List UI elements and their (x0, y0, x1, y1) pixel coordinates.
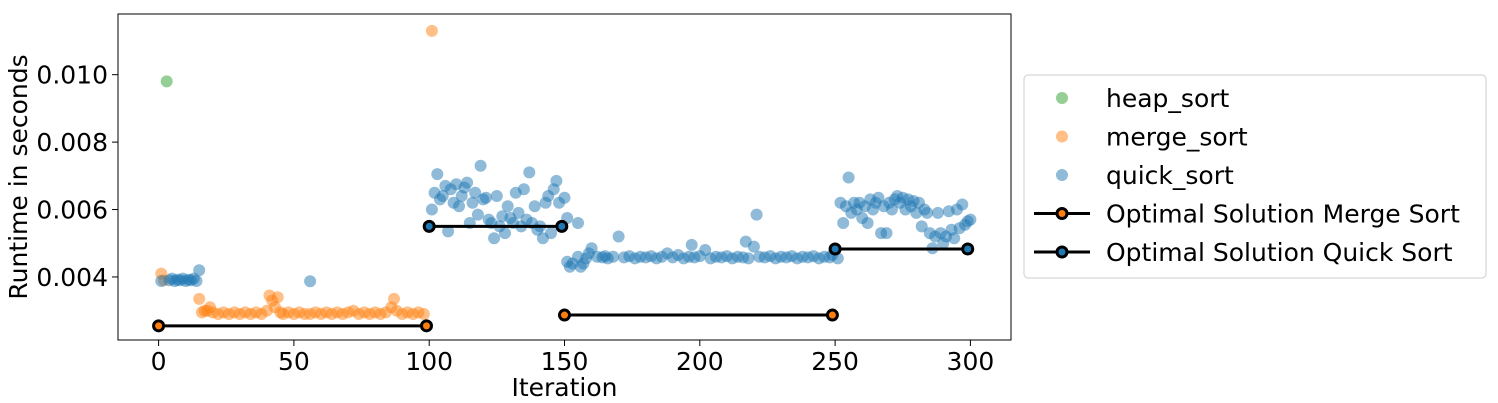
point-quick-sort (528, 200, 541, 213)
point-quick-sort (469, 186, 482, 199)
point-quick-sort (612, 230, 625, 243)
point-heap-sort (160, 75, 173, 88)
point-quick-sort (461, 176, 474, 189)
point-quick-sort (425, 203, 438, 216)
x-tick-label: 200 (676, 347, 724, 376)
point-merge-sort (425, 24, 438, 37)
point-quick-sort (490, 190, 503, 202)
point-quick-sort (747, 240, 760, 253)
legend-item-optimal-solution-merge-sort: Optimal Solution Merge Sort (1034, 200, 1460, 229)
x-axis-label: Iteration (511, 373, 617, 402)
legend-marker (1056, 92, 1068, 104)
point-quick-sort (523, 166, 536, 179)
x-tick-label: 150 (541, 347, 589, 376)
y-tick-label: 0.008 (36, 128, 108, 157)
optimal-marker-optimal-solution-merge-sort (419, 319, 433, 333)
point-quick-sort (471, 208, 484, 221)
legend-marker (1056, 169, 1068, 181)
y-tick-label: 0.006 (36, 196, 108, 225)
legend-label: Optimal Solution Merge Sort (1106, 200, 1460, 229)
point-quick-sort (499, 227, 511, 240)
y-tick-label: 0.004 (36, 263, 108, 292)
point-quick-sort (837, 217, 850, 229)
point-merge-sort (193, 292, 206, 305)
optimal-marker-optimal-solution-merge-sort (558, 308, 571, 322)
optimal-marker-optimal-solution-merge-sort (825, 308, 839, 322)
point-merge-sort (388, 292, 400, 305)
point-quick-sort (436, 190, 449, 202)
legend-label: merge_sort (1106, 123, 1248, 152)
point-quick-sort (501, 200, 514, 213)
point-quick-sort (872, 191, 885, 204)
point-quick-sort (931, 206, 944, 219)
point-quick-sort (550, 174, 563, 187)
point-quick-sort (750, 208, 763, 221)
legend-item-optimal-solution-quick-sort: Optimal Solution Quick Sort (1034, 238, 1453, 267)
legend-label: Optimal Solution Quick Sort (1106, 238, 1453, 267)
series-merge-sort (155, 24, 438, 320)
legend-box (1023, 74, 1487, 279)
legend: heap_sort merge_sort quick_sort Optimal Sol… (1023, 74, 1487, 279)
legend-label: quick_sort (1106, 161, 1234, 190)
point-quick-sort (474, 159, 487, 172)
x-axis: 0 50 100 150 200 250 300 (151, 340, 995, 376)
x-tick-label: 100 (405, 347, 453, 376)
plot-marks (152, 24, 977, 333)
y-axis-label: Runtime in seconds (4, 54, 33, 299)
x-tick-label: 300 (947, 347, 995, 376)
point-merge-sort (271, 291, 284, 304)
point-quick-sort (431, 168, 444, 181)
point-quick-sort (304, 275, 317, 288)
legend-label: heap_sort (1106, 84, 1230, 113)
point-quick-sort (466, 196, 479, 209)
y-axis: 0.004 0.006 0.008 0.010 (36, 61, 118, 292)
x-tick-label: 250 (811, 347, 859, 376)
point-quick-sort (921, 206, 934, 219)
x-tick-label: 0 (151, 347, 167, 376)
point-quick-sort (861, 217, 874, 229)
point-quick-sort (545, 227, 557, 240)
legend-marker (1055, 207, 1069, 220)
point-quick-sort (572, 217, 584, 229)
legend-item-heap-sort: heap_sort (1056, 84, 1230, 113)
point-quick-sort (915, 220, 928, 233)
point-quick-sort (948, 232, 961, 245)
series-quick-sort (155, 159, 977, 288)
point-quick-sort (512, 206, 525, 219)
plot-frame (117, 13, 1012, 341)
point-quick-sort (517, 183, 530, 196)
point-quick-sort (964, 213, 977, 226)
optimal-marker-optimal-solution-quick-sort (422, 219, 436, 233)
y-tick-label: 0.010 (36, 61, 108, 90)
series-optimal-solution-quick-sort (422, 219, 975, 256)
point-merge-sort (417, 308, 430, 320)
point-quick-sort (453, 200, 465, 213)
optimal-marker-optimal-solution-quick-sort (828, 242, 842, 256)
legend-item-quick-sort: quick_sort (1056, 161, 1234, 190)
point-quick-sort (442, 225, 455, 238)
point-quick-sort (956, 198, 969, 211)
point-quick-sort (842, 171, 855, 184)
point-quick-sort (190, 275, 203, 287)
optimal-marker-optimal-solution-quick-sort (961, 242, 975, 256)
point-quick-sort (558, 191, 571, 204)
point-quick-sort (193, 264, 206, 277)
point-quick-sort (607, 250, 620, 263)
legend-item-merge-sort: merge_sort (1056, 123, 1248, 152)
legend-marker (1055, 245, 1069, 259)
legend-marker (1056, 130, 1068, 143)
point-quick-sort (742, 252, 755, 265)
optimal-marker-optimal-solution-merge-sort (152, 319, 166, 333)
x-tick-label: 50 (278, 347, 310, 376)
point-quick-sort (488, 232, 501, 245)
point-quick-sort (880, 227, 893, 240)
optimal-marker-optimal-solution-quick-sort (555, 219, 569, 233)
point-quick-sort (480, 191, 492, 204)
series-heap-sort (160, 75, 173, 88)
point-quick-sort (685, 238, 698, 251)
series-optimal-solution-merge-sort (152, 308, 839, 333)
point-quick-sort (885, 203, 898, 216)
